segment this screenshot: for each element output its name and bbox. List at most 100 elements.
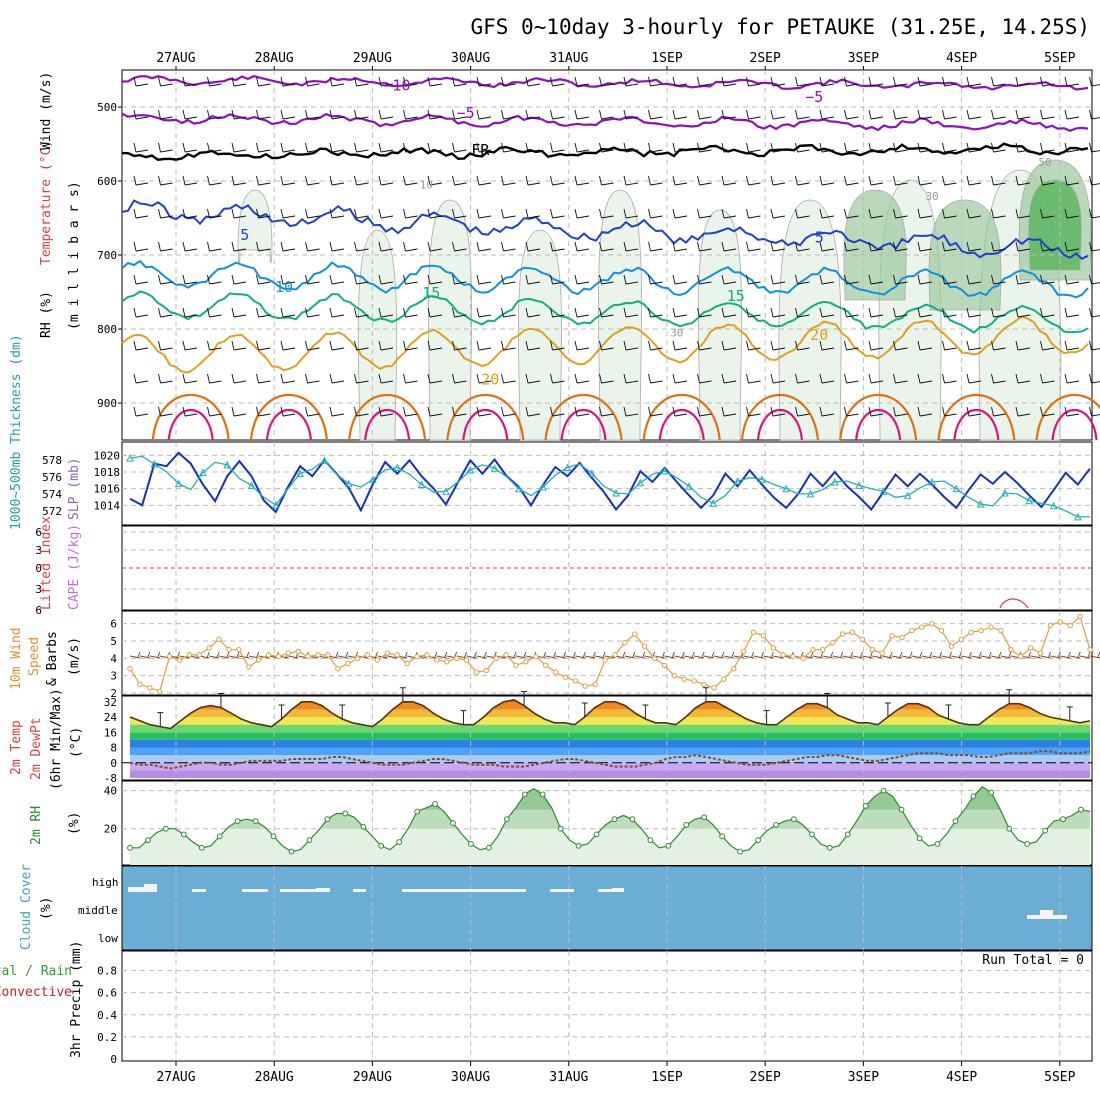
wind-barb [354,406,369,417]
wind-barb [525,241,541,252]
wind10m-barb [1000,651,1012,659]
wind-barb [427,406,443,417]
cloud-bar [598,889,612,892]
wind-barb [1089,142,1100,153]
date-label-top: 2SEP [750,51,781,66]
isotherm-25 [151,393,230,441]
wind-barb [697,406,712,417]
wind-barb [746,109,761,120]
wind-barb [599,76,614,87]
wind-barb [501,274,516,285]
wind-barb [476,373,492,384]
wind-barb [991,208,1006,219]
pressure-tick-label: 500 [97,101,117,114]
wind10m-barb [901,651,913,659]
wind-speed-point [542,662,549,668]
wind-barb [182,76,198,87]
lifted-tick-label: 0 [35,562,42,575]
wind-barb [133,142,149,153]
wind-barb [942,340,957,351]
wind-speed-point [909,627,915,634]
contour-label: 5 [240,226,249,244]
wind-barb [550,175,565,186]
wind-speed-point [1067,622,1073,629]
wind-barb [231,307,247,318]
precip-legend-total: Total / Rain [0,964,72,979]
thickness-marker [903,491,912,500]
wind-speed-point [206,645,212,651]
date-label-bottom: 5SEP [1044,1070,1075,1085]
wind-barb [697,340,712,351]
wind-speed-point [354,655,361,662]
wind10m-barb [862,651,873,659]
wind-barb [770,406,786,417]
temp-tick-label: 24 [104,711,118,724]
thickness-marker [782,484,791,493]
cloud-panel: high middle low Cloud Cover (%) [19,864,1093,951]
wind10m-barb [337,651,349,659]
wind-speed-point [839,631,846,637]
wind-speed-point [938,627,945,634]
wind-barb [991,76,1006,87]
wind-speed-point [196,652,202,658]
wind-barb [133,274,149,285]
contour-labels: −10 −5 −5 FR 5 5 10 15 15 20 20 30 10 30 50 [240,77,1051,389]
wind-barb [231,208,247,219]
wind10m-barb [664,651,675,659]
cloud-bars [128,884,1067,919]
wind-barb [452,208,467,219]
wind-barb [623,109,639,120]
isotherm-25 [642,393,721,441]
wind-barb [697,109,712,120]
rh-point [575,842,582,849]
contour-label: 10 [420,178,433,191]
wind-speed-point [572,678,579,684]
rh-yunit: (%) [67,812,82,835]
wind10m-barb [961,651,972,659]
wind-speed-point [711,685,717,691]
temp-band [130,709,1090,718]
wind-ylabel-1: 10m Wind [9,627,24,690]
wind-barb [133,109,149,120]
isotherm-minus10 [121,74,1089,91]
wind-barb [403,274,418,285]
date-label-top: 29AUG [353,51,392,66]
isotherm-30 [167,409,214,441]
wind-barb [623,175,639,186]
wind-barb [1040,406,1055,417]
wind-barb [329,109,345,120]
bottom-date-axis: 27AUG 28AUG 29AUG 30AUG 31AUG 1SEP 2SEP 3SEP 4SE… [156,1061,1076,1085]
thickness-marker [515,484,523,493]
wind-barb [599,373,614,384]
cloud-level-high: high [92,876,119,889]
wind-barb [770,109,786,120]
cape-panel: 6 3 0 3 6 CAPE (J/kg) Lifted Index [35,516,1093,617]
wind10m-barb [634,651,646,659]
wind-barb [770,373,786,384]
wind-barb [648,406,663,417]
rh-region [598,189,642,441]
rh-point [1060,816,1066,823]
date-label-top: 4SEP [946,51,977,66]
wind-barb [182,373,198,384]
wind-barb [427,109,443,120]
wind-barb [550,340,565,351]
wind-barb [697,142,712,153]
wind-speed-point [533,653,539,660]
wind-barb [599,274,614,285]
rh-point [683,822,690,828]
wind-barb [133,175,149,186]
wind-barb [305,340,320,351]
thickness-marker [952,484,961,493]
cloud-bar [1053,915,1067,919]
wind-barb [623,373,639,384]
wind10m-barb [1050,651,1061,659]
precip-tick-label: 0.2 [97,1031,117,1044]
thickness-marker [636,478,645,487]
wind-barb [280,307,296,318]
wind-barb [844,76,859,87]
cloud-frame [121,865,1093,951]
wind-barb [868,340,884,351]
date-label-bottom: 2SEP [750,1070,781,1085]
wind-barb [1040,307,1055,318]
